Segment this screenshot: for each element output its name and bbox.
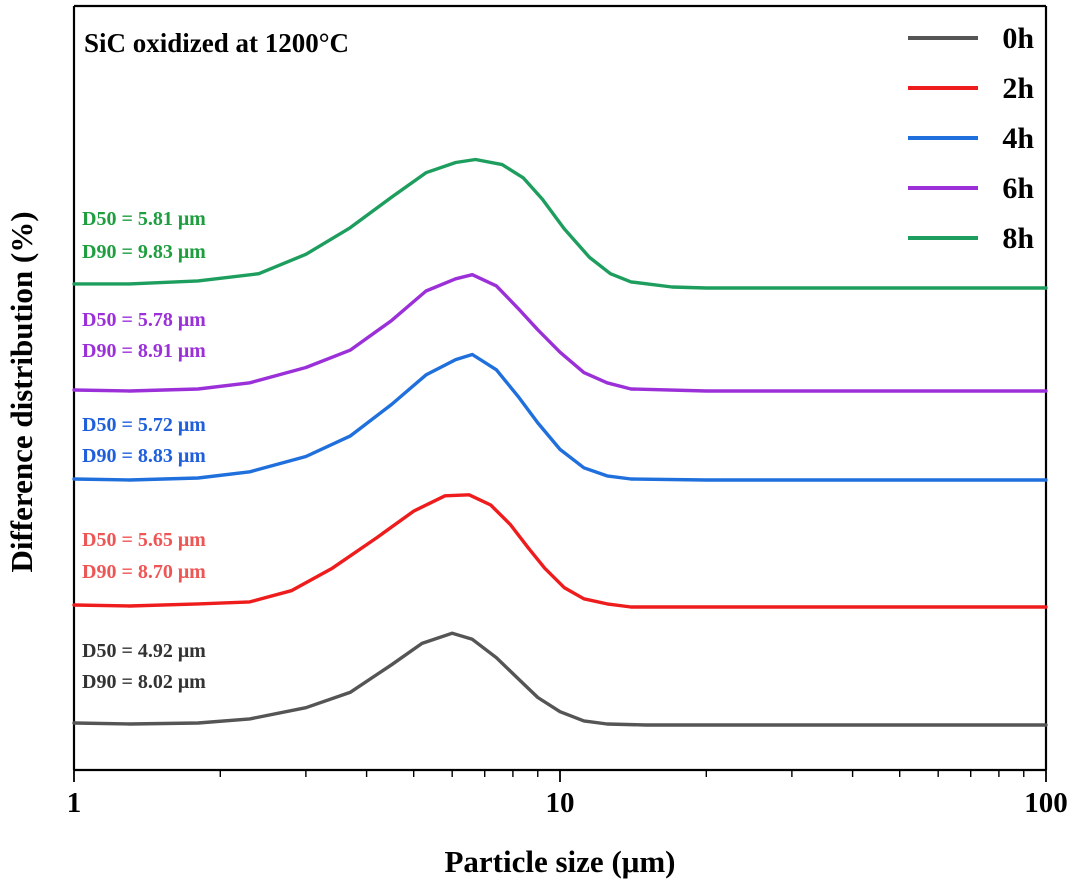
series-group (72, 157, 1048, 727)
legend-label-6h: 6h (1002, 172, 1034, 205)
legend: 0h 2h 4h 6h 8h (908, 22, 1034, 255)
legend-label-0h: 0h (1002, 22, 1034, 55)
annotation-d50-6h: D50 = 5.78 μm (82, 309, 206, 331)
annotation-d50-4h: D50 = 5.72 μm (82, 414, 206, 436)
legend-label-4h: 4h (1002, 122, 1034, 155)
annotation-d90-2h: D90 = 8.70 μm (82, 561, 206, 583)
series-line-6h (72, 273, 1048, 393)
annotation-d50-0h: D50 = 4.92 μm (82, 640, 206, 662)
series-line-2h (72, 493, 1048, 609)
annotation-d90-8h: D90 = 9.83 μm (82, 241, 206, 263)
x-tick-labels: 1 10 100 (67, 787, 1068, 819)
y-axis-label: Difference distribution (%) (4, 211, 39, 572)
x-tick-label: 1 (67, 787, 82, 819)
x-tick-label: 10 (546, 787, 575, 819)
x-ticks (73, 770, 1047, 782)
annotation-d90-6h: D90 = 8.91 μm (82, 340, 206, 362)
legend-label-2h: 2h (1002, 72, 1034, 105)
annotation-d90-4h: D90 = 8.83 μm (82, 445, 206, 467)
annotation-d50-2h: D50 = 5.65 μm (82, 529, 206, 551)
series-line-8h (72, 157, 1048, 290)
x-axis-label: Particle size (μm) (444, 844, 675, 879)
annotation-d50-8h: D50 = 5.81 μm (82, 208, 206, 230)
x-tick-label: 100 (1024, 787, 1068, 819)
chart-title: SiC oxidized at 1200°C (84, 28, 349, 58)
annotations: D50 = 4.92 μm D90 = 8.02 μm D50 = 5.65 μm D… (82, 208, 206, 693)
series-line-4h (72, 352, 1048, 482)
annotation-d90-0h: D90 = 8.02 μm (82, 671, 206, 693)
legend-label-8h: 8h (1002, 222, 1034, 255)
plot-frame (72, 4, 1048, 772)
series-line-0h (72, 631, 1048, 727)
